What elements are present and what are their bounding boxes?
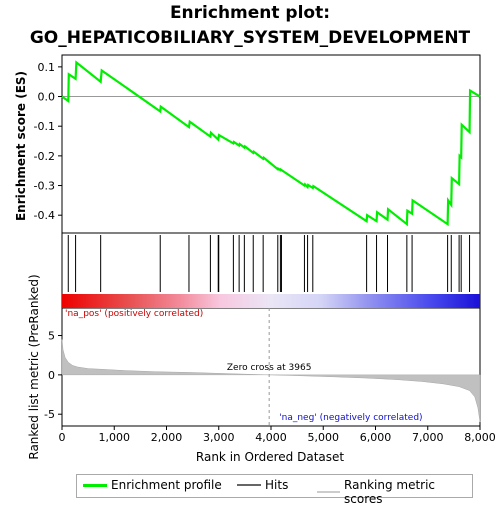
es-y-axis-label: Enrichment score (ES) xyxy=(14,71,28,221)
es-ytick-label: -0.1 xyxy=(34,120,55,133)
es-ytick-label: -0.2 xyxy=(34,150,55,163)
xtick-label: 2,000 xyxy=(151,431,183,444)
chart-title: Enrichment plot: xyxy=(169,3,331,23)
zero-cross-label: Zero cross at 3965 xyxy=(227,363,312,373)
legend-swatch-ranking xyxy=(317,491,341,493)
xtick-label: 3,000 xyxy=(203,431,235,444)
legend-label-hits: Hits xyxy=(265,478,289,492)
metric-ytick-label: 5 xyxy=(48,330,55,343)
xtick-label: 4,000 xyxy=(255,431,287,444)
x-axis-label: Rank in Ordered Dataset xyxy=(196,450,344,464)
xtick-label: 6,000 xyxy=(360,431,392,444)
metric-ytick-label: -5 xyxy=(44,408,55,421)
pos-label: 'na_pos' (positively correlated) xyxy=(65,309,203,319)
xtick-label: 5,000 xyxy=(308,431,340,444)
legend-item-enrichment: Enrichment profile xyxy=(83,478,222,492)
enrichment-profile-line xyxy=(61,60,481,227)
metric-ytick-label: 0 xyxy=(48,369,55,382)
xtick-label: 7,000 xyxy=(412,431,444,444)
neg-label: 'na_neg' (negatively correlated) xyxy=(279,413,422,423)
rank-color-bar xyxy=(62,294,480,308)
es-panel xyxy=(61,54,481,234)
xtick-label: 0 xyxy=(59,431,66,444)
xtick-label: 8,000 xyxy=(464,431,496,444)
es-ytick-label: 0.0 xyxy=(38,91,56,104)
legend-item-hits: Hits xyxy=(237,478,288,492)
legend-item-ranking: Ranking metric scores xyxy=(317,478,472,506)
es-ytick-label: 0.1 xyxy=(38,61,56,74)
legend-label-enrichment: Enrichment profile xyxy=(111,478,222,492)
chart-subtitle: GO_HEPATICOBILIARY_SYSTEM_DEVELOPMENT xyxy=(29,28,471,48)
es-ytick-label: -0.3 xyxy=(34,180,55,193)
legend-swatch-enrichment xyxy=(83,483,107,487)
xtick-label: 1,000 xyxy=(99,431,131,444)
es-ytick-label: -0.4 xyxy=(34,209,55,222)
legend: Enrichment profile Hits Ranking metric s… xyxy=(76,474,473,506)
metric-panel xyxy=(61,307,481,427)
legend-swatch-hits xyxy=(237,484,261,486)
legend-label-ranking: Ranking metric scores xyxy=(344,478,436,506)
metric-y-axis-label: Ranked list metric (PreRanked) xyxy=(27,274,41,459)
